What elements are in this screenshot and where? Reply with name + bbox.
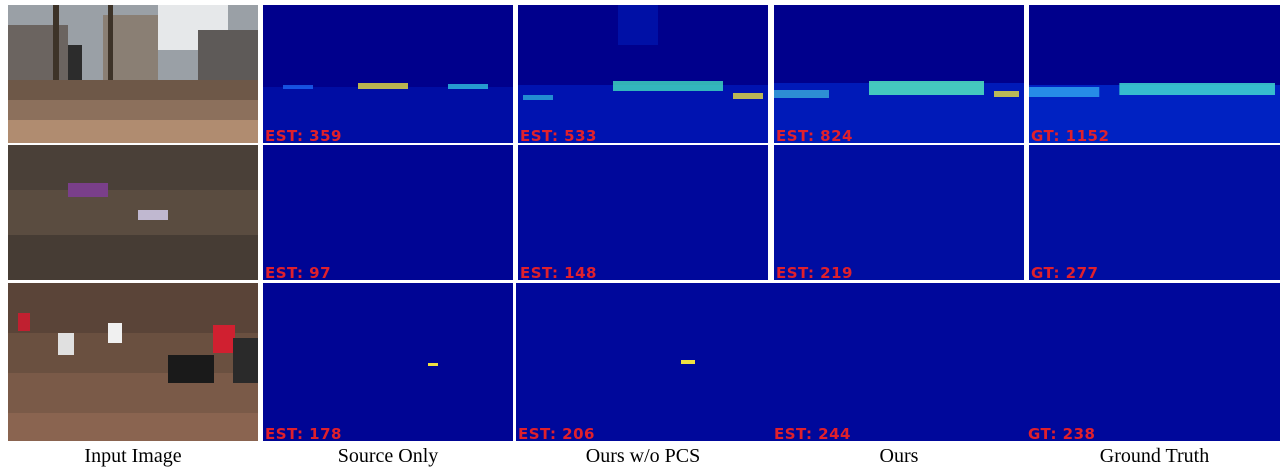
estimate-label: EST: 359 — [265, 127, 342, 143]
density-map-ground-truth-row1: GT: 1152 — [1029, 5, 1280, 143]
estimate-label: EST: 206 — [518, 425, 595, 441]
density-map — [263, 283, 513, 441]
density-map — [263, 83, 513, 143]
density-map — [774, 145, 1024, 280]
density-map-ground-truth-row2: GT: 277 — [1029, 145, 1280, 280]
caption-ground-truth: Ground Truth — [1099, 445, 1210, 467]
input-image-street-crowd — [8, 5, 258, 143]
estimate-label: EST: 533 — [520, 127, 597, 143]
ground-truth-label: GT: 1152 — [1031, 127, 1110, 143]
estimate-label: EST: 219 — [776, 264, 853, 280]
density-map-source-only-row3: EST: 178 — [263, 283, 513, 441]
density-map-wo-pcs-row1: EST: 533 — [518, 5, 768, 143]
density-map — [518, 5, 768, 143]
input-image-stadium-crowd — [8, 145, 258, 280]
density-map — [1029, 145, 1280, 280]
density-map-wo-pcs-row2: EST: 148 — [518, 145, 768, 280]
estimate-label: EST: 178 — [265, 425, 342, 441]
density-map-ours-row2: EST: 219 — [774, 145, 1024, 280]
input-image-protest-crowd — [8, 283, 258, 441]
stadium-crowd-photo — [8, 145, 258, 280]
estimate-label: EST: 97 — [265, 264, 332, 280]
street-crowd-photo — [8, 5, 258, 143]
density-map — [518, 145, 768, 280]
density-map — [263, 145, 513, 280]
ground-truth-label: GT: 277 — [1031, 264, 1099, 280]
density-map-source-only-row2: EST: 97 — [263, 145, 513, 280]
caption-ours: Ours — [879, 445, 919, 467]
density-map-ours-row1: EST: 824 — [774, 5, 1024, 143]
density-map — [1029, 83, 1280, 143]
density-map — [516, 283, 1280, 441]
estimate-label: EST: 244 — [774, 425, 851, 441]
density-map — [774, 81, 1024, 143]
protest-crowd-photo — [8, 283, 258, 441]
caption-ours-wo-pcs: Ours w/o PCS — [585, 445, 701, 467]
caption-source-only: Source Only — [337, 445, 439, 467]
estimate-label: EST: 148 — [520, 264, 597, 280]
caption-input-image: Input Image — [84, 445, 182, 467]
ground-truth-label: GT: 238 — [1028, 425, 1096, 441]
density-map-source-only-row1: EST: 359 — [263, 5, 513, 143]
estimate-label: EST: 824 — [776, 127, 853, 143]
density-map-wo-pcs-and-ours-row3: EST: 206 EST: 244 GT: 238 — [516, 283, 1280, 441]
